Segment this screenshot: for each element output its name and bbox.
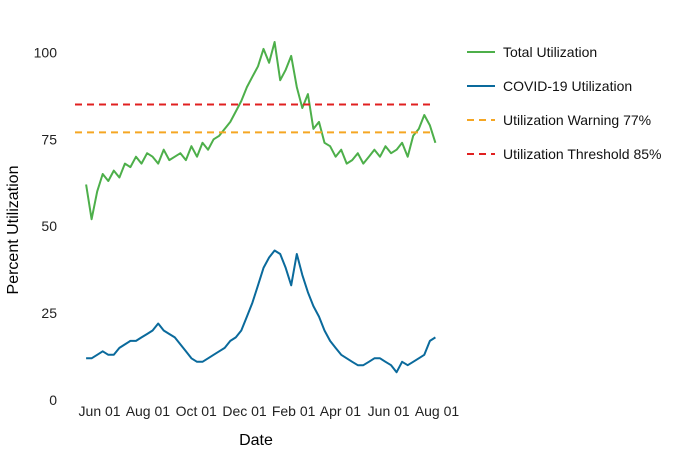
x-tick-label: Jun 01 <box>368 403 410 419</box>
y-tick-label: 75 <box>41 131 57 147</box>
legend-label: COVID-19 Utilization <box>503 78 632 94</box>
x-tick-label: Oct 01 <box>176 403 217 419</box>
y-axis-title: Percent Utilization <box>5 166 22 295</box>
x-tick-label: Dec 01 <box>222 403 267 419</box>
y-tick-label: 50 <box>41 218 57 234</box>
x-tick-label: Jun 01 <box>79 403 121 419</box>
x-tick-label: Apr 01 <box>320 403 361 419</box>
y-axis-ticks: 0 25 50 75 100 <box>34 44 58 408</box>
series-layer <box>75 41 437 374</box>
legend-label: Utilization Warning 77% <box>503 112 651 128</box>
x-tick-label: Aug 01 <box>126 403 171 419</box>
series-line-0 <box>85 41 437 221</box>
legend-label: Total Utilization <box>503 44 597 60</box>
legend: Total Utilization COVID-19 Utilization Uti… <box>467 44 662 162</box>
x-tick-label: Feb 01 <box>272 403 316 419</box>
x-tick-label: Aug 01 <box>415 403 460 419</box>
series-line-1 <box>86 249 436 374</box>
legend-label: Utilization Threshold 85% <box>503 146 662 162</box>
x-axis-title: Date <box>239 432 273 449</box>
y-tick-label: 100 <box>34 44 58 60</box>
y-tick-label: 25 <box>41 305 57 321</box>
x-axis-ticks: Jun 01 Aug 01 Oct 01 Dec 01 Feb 01 Apr 01 Jun … <box>79 403 460 419</box>
y-tick-label: 0 <box>49 392 57 408</box>
